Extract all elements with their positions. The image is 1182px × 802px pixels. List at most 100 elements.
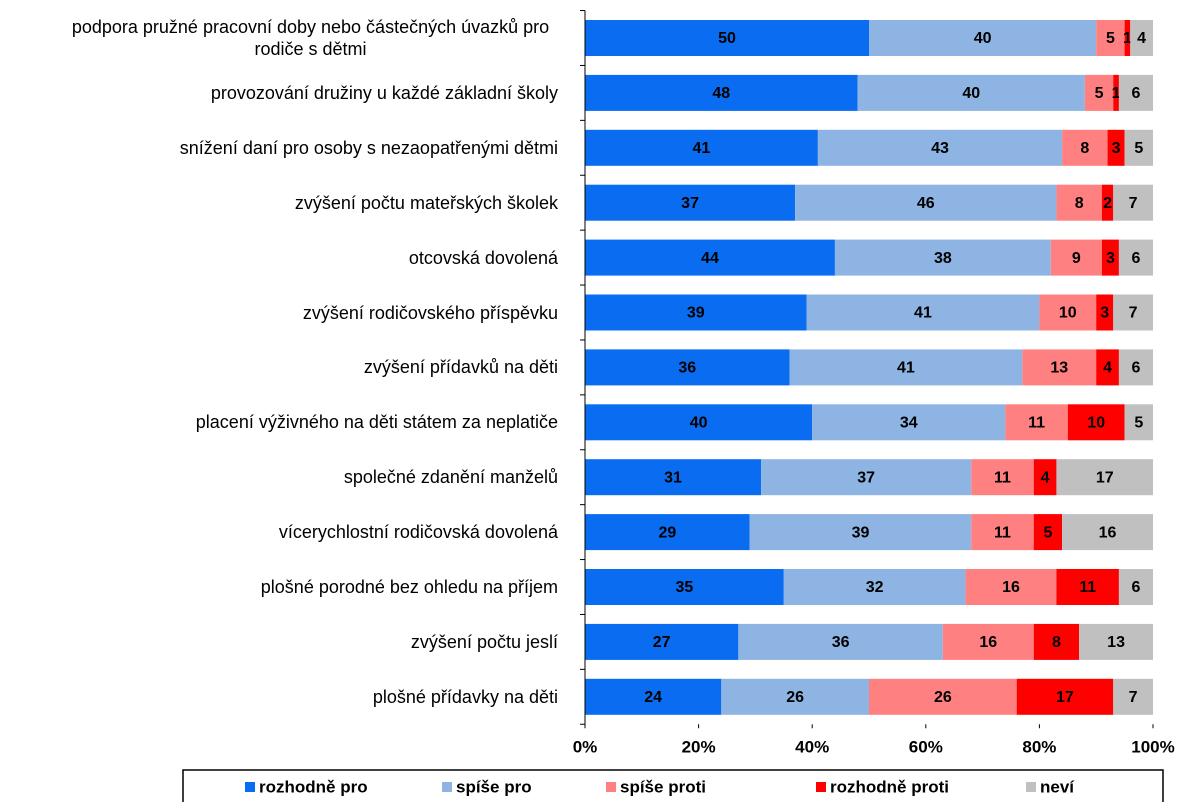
value-label: 16 [979,634,997,651]
bar-segment [749,514,972,551]
x-tick-label: 80% [1022,737,1056,756]
bar-segment [585,569,784,605]
bar-segment [942,623,1034,660]
bar-segment [1096,349,1119,386]
category-label: zvýšení přídavků na děti [0,342,558,392]
category-label: podpora pružné pracovní doby nebo částeč… [0,13,558,63]
category-text: snížení daní pro osoby s nezaopatřenými … [179,137,558,158]
value-label: 13 [1107,634,1125,651]
legend-label: rozhodně pro [259,777,368,796]
value-label: 11 [1079,579,1096,596]
value-label: 7 [1129,305,1138,322]
bar-segment [585,623,739,660]
value-label: 10 [1087,415,1105,432]
bar-segment [1056,184,1102,221]
bar-segment [1096,294,1114,331]
value-label: 6 [1132,85,1141,102]
bar-segment [971,459,1034,496]
category-label: plošné porodné bez ohledu na příjem [0,562,558,612]
category-label: plošné přídavky na děti [0,672,558,722]
value-label: 5 [1043,524,1052,541]
value-label: 29 [658,524,676,541]
category-text: vícerychlostní rodičovská dovolená [278,522,558,543]
bar-segment [1096,20,1125,56]
bar-segment [817,129,1063,166]
bar-segment [789,349,1023,386]
category-label: zvýšení rodičovského příspěvku [0,288,558,338]
value-label: 5 [1095,85,1104,102]
bar-segment [585,129,818,166]
value-label: 1 [1112,85,1121,102]
category-label: společné zdanění manželů [0,452,558,502]
value-label: 8 [1052,634,1061,651]
bar-segment [869,678,1017,715]
bar-segment [1113,184,1153,221]
bar-segment [1113,294,1153,331]
bar-segment [721,678,869,715]
value-label: 24 [644,689,662,706]
x-tick-label: 20% [682,737,716,756]
bar-segment [1056,569,1119,605]
x-tick-label: 0% [573,737,598,756]
value-label: 44 [701,250,719,267]
bar-segment [1050,239,1102,276]
bar-segment [585,459,762,496]
bar-segment [1124,404,1153,441]
value-label: 48 [712,85,730,102]
value-label: 46 [917,195,935,212]
legend-box [182,769,1164,802]
category-label: zvýšení počtu jeslí [0,617,558,667]
bar-segment [1107,129,1125,166]
category-label: vícerychlostní rodičovská dovolená [0,507,558,557]
category-label: zvýšení počtu mateřských školek [0,178,558,228]
category-text: placení výživného na děti státem za nepl… [195,412,558,433]
value-label: 37 [857,469,875,486]
bar-segment [1084,74,1114,111]
value-label: 11 [1028,415,1045,432]
bar-segment [585,239,835,276]
bar-segment [1062,514,1153,551]
bar-segment [1101,239,1119,276]
category-text: zvýšení přídavků na děti [363,357,558,378]
value-label: 8 [1080,140,1089,157]
value-label: 5 [1134,140,1143,157]
value-label: 32 [866,579,884,596]
bar-segment [1033,514,1063,551]
bar-segment [585,294,807,331]
value-label: 5 [1106,30,1115,47]
value-label: 16 [1002,579,1020,596]
bar-segment [585,184,796,221]
bar-segment [1124,20,1131,56]
value-label: 36 [678,360,696,377]
value-label: 3 [1106,250,1115,267]
bar-segment [1113,74,1119,111]
legend-swatch [606,782,616,792]
bar-segment [1118,239,1153,276]
bar-segment [1101,184,1114,221]
value-label: 3 [1100,305,1109,322]
bar-segment [585,678,722,715]
value-label: 39 [687,305,705,322]
bar-segment [1062,129,1108,166]
bar-segment [971,514,1034,551]
value-label: 7 [1129,689,1138,706]
value-label: 26 [934,689,952,706]
bar-segment [1118,349,1153,386]
value-label: 16 [1099,524,1117,541]
bar-segment [1124,129,1153,166]
value-label: 17 [1056,689,1074,706]
x-tick-label: 100% [1131,737,1174,756]
bar-segment [585,404,813,441]
value-label: 13 [1050,360,1068,377]
legend-label: spíše pro [456,777,532,796]
value-label: 34 [900,415,918,432]
value-label: 40 [962,85,980,102]
bar-segment [1118,74,1153,111]
bar-segment [738,623,943,660]
category-text: plošné porodné bez ohledu na příjem [260,577,558,597]
value-label: 40 [690,415,708,432]
value-label: 11 [994,469,1011,486]
bar-segment [806,294,1040,331]
value-label: 43 [931,140,949,157]
